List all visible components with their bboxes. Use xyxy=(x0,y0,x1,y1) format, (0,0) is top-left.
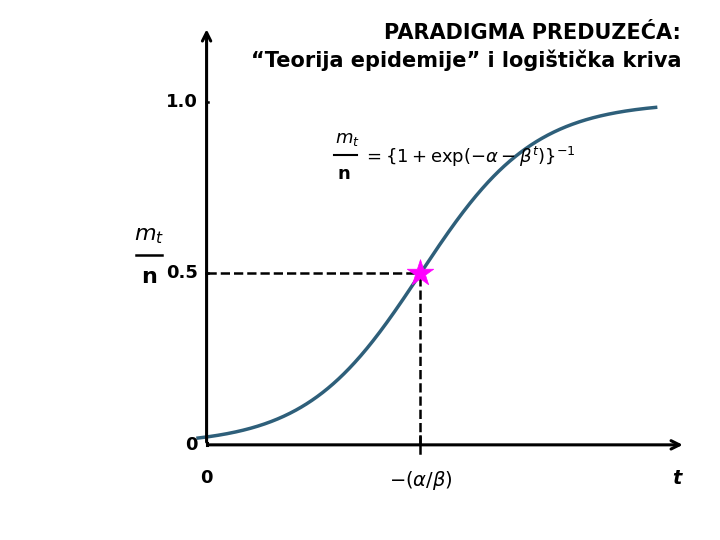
Text: 0: 0 xyxy=(200,469,213,487)
Text: $m_t$: $m_t$ xyxy=(335,130,360,148)
Text: PARADIGMA PREDUZEĆA:
“Teorija epidemije” i logištička kriva: PARADIGMA PREDUZEĆA: “Teorija epidemije”… xyxy=(251,23,681,71)
Point xyxy=(415,269,426,278)
Text: 0: 0 xyxy=(186,436,198,454)
Text: 0.5: 0.5 xyxy=(166,265,198,282)
Text: $m_t$: $m_t$ xyxy=(134,226,164,246)
Text: $-(\alpha/\beta)$: $-(\alpha/\beta)$ xyxy=(389,469,452,492)
Text: n: n xyxy=(141,267,157,287)
Text: $= \{1+\exp(-\alpha-\beta^t)\}^{-1}$: $= \{1+\exp(-\alpha-\beta^t)\}^{-1}$ xyxy=(363,145,575,169)
Text: n: n xyxy=(338,165,350,184)
Text: t: t xyxy=(672,469,682,488)
Text: 1.0: 1.0 xyxy=(166,93,198,111)
